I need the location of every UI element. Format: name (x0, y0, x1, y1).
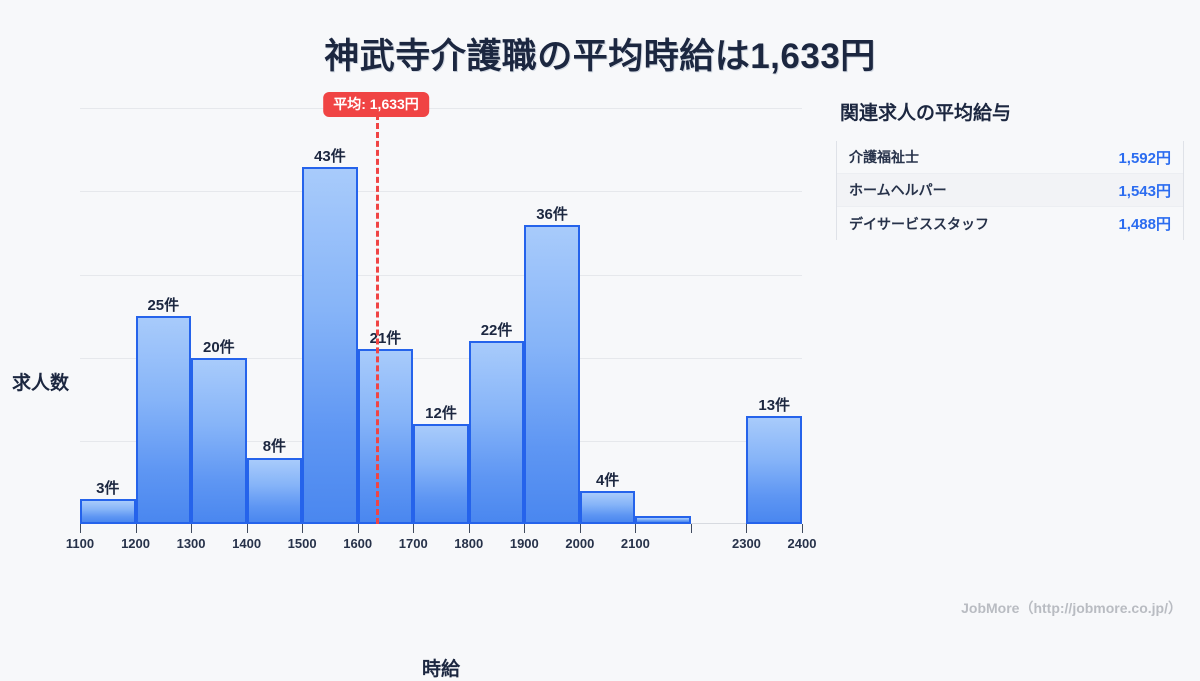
plot-area: 3件 25件 20件 8件 43件 21件 12件 22件 36件 4件 13件 1100 1200 13… (66, 92, 816, 551)
x-axis-tick-label: 2000 (565, 536, 595, 551)
histogram-chart: 求人数 3件 25件 20件 8件 43件 21件 12件 22件 36件 4件 13件 1100 12… (0, 88, 830, 680)
related-salary-amount: 1,592円 (1118, 149, 1171, 167)
x-axis-tick (746, 524, 748, 533)
related-salary-title: 関連求人の平均給与 (840, 103, 1012, 124)
gridline (80, 108, 802, 110)
x-axis-tick (191, 524, 193, 533)
histogram-bar (135, 316, 192, 524)
bar-value-label: 36件 (536, 205, 568, 223)
related-salary-row: 介護福祉士 1,592円 (837, 141, 1183, 174)
x-axis-tick (302, 524, 304, 533)
x-axis-tick-label: 1700 (398, 536, 428, 551)
related-salary-row: デイサービススタッフ 1,488円 (837, 207, 1183, 240)
x-axis-tick-label: 1300 (176, 536, 206, 551)
bar-value-label: 8件 (262, 438, 287, 456)
x-axis-tick (690, 524, 692, 533)
bar-value-label: 22件 (480, 322, 513, 340)
histogram-bar (191, 357, 247, 524)
bar-value-label: 20件 (202, 338, 235, 356)
x-axis-tick-label: 1400 (232, 536, 262, 551)
footer-credit: JobMore（http://jobmore.co.jp/） (961, 600, 1182, 616)
bar-value-label: 25件 (147, 297, 180, 315)
x-axis-tick (135, 524, 137, 533)
bar-value-label: 4件 (595, 471, 620, 489)
histogram-bar (80, 499, 136, 524)
x-axis-tick (413, 524, 415, 533)
x-axis-tick-label: 1100 (65, 536, 95, 551)
related-salary-job-name: デイサービススタッフ (849, 215, 989, 232)
x-axis-tick (524, 524, 526, 533)
bar-value-label: 3件 (96, 480, 120, 498)
gridline (80, 274, 802, 276)
x-axis-tick (635, 524, 637, 533)
histogram-bar (579, 490, 636, 524)
bar-value-label: 21件 (369, 330, 402, 348)
histogram-bar (413, 424, 469, 524)
x-axis-tick-label: 2400 (787, 536, 817, 551)
bar-value-label: 13件 (758, 396, 791, 414)
related-salary-amount: 1,488円 (1118, 216, 1171, 233)
x-axis-tick-label: 1500 (287, 536, 317, 551)
histogram-bar (746, 415, 802, 524)
related-salary-table: 介護福祉士 1,592円ホームヘルパー 1,543円デイサービススタッフ 1,488円 (836, 141, 1184, 240)
related-salary-row: ホームヘルパー 1,543円 (837, 174, 1183, 207)
bar-value-label: 43件 (314, 147, 346, 165)
x-axis-tick-label: 1900 (509, 536, 539, 551)
average-line (376, 114, 380, 524)
gridline (80, 191, 802, 193)
related-salary-amount: 1,543円 (1118, 182, 1171, 200)
page-title: 神武寺介護職の平均時給は1,633円 (324, 37, 876, 76)
histogram-bar (357, 349, 414, 524)
related-salary-panel: 関連求人の平均給与 介護福祉士 1,592円ホームヘルパー 1,543円デイサービス… (836, 98, 1184, 240)
x-axis-title: 時給 (421, 659, 460, 680)
x-axis-tick (579, 524, 581, 533)
related-salary-job-name: 介護福祉士 (849, 149, 919, 165)
bar-value-label: 12件 (425, 405, 457, 423)
related-salary-job-name: ホームヘルパー (849, 182, 947, 198)
x-axis-tick (357, 524, 359, 533)
average-badge: 平均: 1,633円 (323, 92, 429, 117)
x-axis-tick-label: 2300 (731, 536, 761, 551)
histogram-bar (635, 515, 691, 524)
x-axis-tick-label: 1800 (454, 536, 484, 551)
x-axis-tick-label: 1600 (343, 536, 373, 551)
x-axis-tick-label: 2100 (620, 536, 650, 551)
histogram-bar (246, 457, 303, 524)
x-axis-tick (802, 524, 803, 533)
gridline (80, 357, 802, 359)
y-axis-title: 求人数 (12, 373, 70, 394)
x-axis-tick (468, 524, 470, 533)
x-axis-tick (246, 524, 248, 533)
histogram-bar (468, 341, 525, 524)
x-axis-tick (80, 524, 81, 533)
infographic-page: 神武寺介護職の平均時給は1,633円 求人数 3件 25件 20件 8件 43件 21件 1… (0, 37, 1184, 680)
histogram-bar (302, 166, 358, 524)
histogram-bar (524, 224, 580, 524)
x-axis-tick-label: 1200 (121, 536, 150, 551)
